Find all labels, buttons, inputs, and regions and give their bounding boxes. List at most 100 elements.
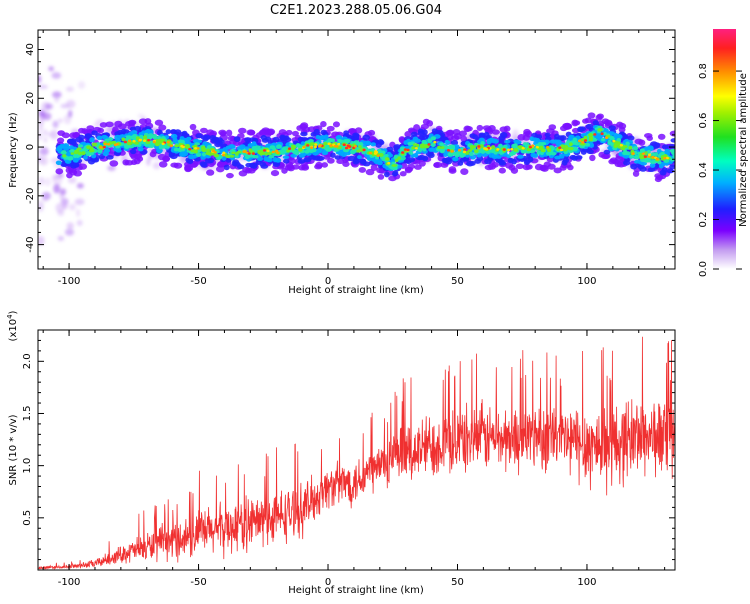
spectrogram-cell xyxy=(105,155,114,160)
spectrogram-peak xyxy=(306,144,310,147)
spectrogram-cell xyxy=(561,159,568,166)
spectrogram-cell xyxy=(145,140,151,145)
snr-multiplier-exp: 4 xyxy=(6,314,14,319)
spectrogram-cell xyxy=(225,155,231,159)
spectrogram-peak xyxy=(531,144,535,147)
spectrogram-cell xyxy=(321,162,329,168)
spectrogram-peak xyxy=(535,145,539,149)
spectrogram-halo-blob xyxy=(52,120,59,129)
spectrogram-cell xyxy=(399,171,407,177)
spectrogram-peak xyxy=(414,146,418,150)
spectrogram-cell xyxy=(86,145,92,150)
spectrogram-cell xyxy=(121,137,126,142)
spectrogram-cell xyxy=(356,141,361,147)
spectrogram-peak xyxy=(477,145,481,148)
spectrogram-cell xyxy=(498,138,505,145)
spectrogram-cell xyxy=(89,137,95,143)
spectrogram-cell xyxy=(447,152,454,157)
snr-xtick-label: -50 xyxy=(190,577,206,588)
spectrogram-ylabel: Frequency (Hz) xyxy=(8,112,19,188)
spectrogram-halo-blob xyxy=(40,147,49,156)
spectrogram-halo-blob xyxy=(66,222,74,230)
spectrogram-cell xyxy=(321,150,329,156)
spectrogram-peak xyxy=(196,147,200,150)
spectrogram-cell xyxy=(443,151,448,158)
spectrogram-peak xyxy=(510,147,514,151)
spectrogram-halo-blob xyxy=(38,132,43,141)
colorbar-tick-label: 0.4 xyxy=(698,162,709,178)
spectrogram-cell xyxy=(185,144,191,149)
spectrogram-halo-blob xyxy=(38,75,42,84)
spectrogram-peak xyxy=(115,142,119,146)
spectrogram-peak xyxy=(578,139,582,143)
spectrogram-peak xyxy=(593,133,597,136)
snr-multiplier-close: ) xyxy=(8,310,19,314)
spectrogram-cell xyxy=(446,129,455,136)
spectrogram-peak xyxy=(262,149,267,152)
spectrogram-cell xyxy=(668,144,675,149)
spectrogram-heatmap xyxy=(38,66,675,246)
spectrogram-cell xyxy=(362,161,371,167)
spectrogram-xlabel: Height of straight line (km) xyxy=(288,285,424,296)
spectrogram-cell xyxy=(323,141,328,146)
spectrogram-peak xyxy=(496,148,500,151)
spectrogram-cell xyxy=(297,136,305,142)
spectrogram-cell xyxy=(414,138,422,143)
spectrogram-ytick-label: 0 xyxy=(25,144,36,150)
spectrogram-peak xyxy=(146,138,151,142)
spectrogram-cell xyxy=(600,138,606,142)
spectrogram-cell xyxy=(484,158,492,165)
spectrogram-halo-blob xyxy=(52,91,62,99)
spectrogram-cell xyxy=(301,165,310,171)
spectrogram-cell xyxy=(309,142,315,147)
spectrogram-ytick-label: -20 xyxy=(25,188,36,204)
spectrogram-peak xyxy=(142,139,147,142)
spectrogram-peak xyxy=(222,151,226,155)
spectrogram-cell xyxy=(526,147,532,152)
spectrogram-cell xyxy=(452,151,458,156)
spectrogram-peak xyxy=(463,148,467,151)
spectrogram-cell xyxy=(155,138,160,143)
spectrogram-cell xyxy=(654,176,662,183)
spectrogram-cell xyxy=(476,153,482,158)
spectrogram-cell xyxy=(370,164,378,171)
spectrogram-cell xyxy=(421,134,430,141)
colorbar-gradient xyxy=(713,29,736,269)
spectrogram-cell xyxy=(91,142,98,147)
spectrogram-peak xyxy=(132,139,136,143)
spectrogram-cell xyxy=(445,140,451,145)
spectrogram-cell xyxy=(672,154,675,159)
spectrogram-peak xyxy=(583,139,588,142)
spectrogram-cell xyxy=(118,123,127,130)
spectrogram-cell xyxy=(133,157,141,165)
spectrogram-peak xyxy=(450,149,454,153)
spectrogram-cell xyxy=(204,158,213,164)
spectrogram-cell xyxy=(61,150,67,155)
spectrogram-peak xyxy=(287,147,292,150)
spectrogram-cell xyxy=(104,147,110,153)
spectrogram-peak xyxy=(631,152,635,155)
spectrogram-peak xyxy=(643,155,647,158)
spectrogram-cell xyxy=(282,155,290,160)
snr-xtick-label: -100 xyxy=(58,577,81,588)
spectrogram-cell xyxy=(440,146,445,149)
spectrogram-cell xyxy=(81,128,88,135)
spectrogram-cell xyxy=(81,151,86,156)
spectrogram-cell xyxy=(469,161,476,166)
spectrogram-cell xyxy=(589,154,596,162)
spectrogram-cell xyxy=(62,146,70,151)
snr-axes: -100 -50 0 50 100 0.5 1.0 1.5 2.0 xyxy=(22,330,675,588)
spectrogram-halo-blob xyxy=(69,203,76,211)
spectrogram-cell xyxy=(316,155,325,161)
spectrogram-peak xyxy=(271,150,275,154)
spectrogram-cell xyxy=(427,138,433,143)
spectrogram-cell xyxy=(517,134,526,141)
spectrogram-cell xyxy=(377,158,383,163)
spectrogram-peak xyxy=(581,141,585,144)
spectrogram-peak xyxy=(559,148,564,152)
snr-xtick-label: 100 xyxy=(577,577,596,588)
spectrogram-cell xyxy=(386,146,394,152)
spectrogram-cell xyxy=(357,155,362,160)
spectrogram-cell xyxy=(353,133,360,139)
spectrogram-xtick-label: 0 xyxy=(325,276,331,287)
